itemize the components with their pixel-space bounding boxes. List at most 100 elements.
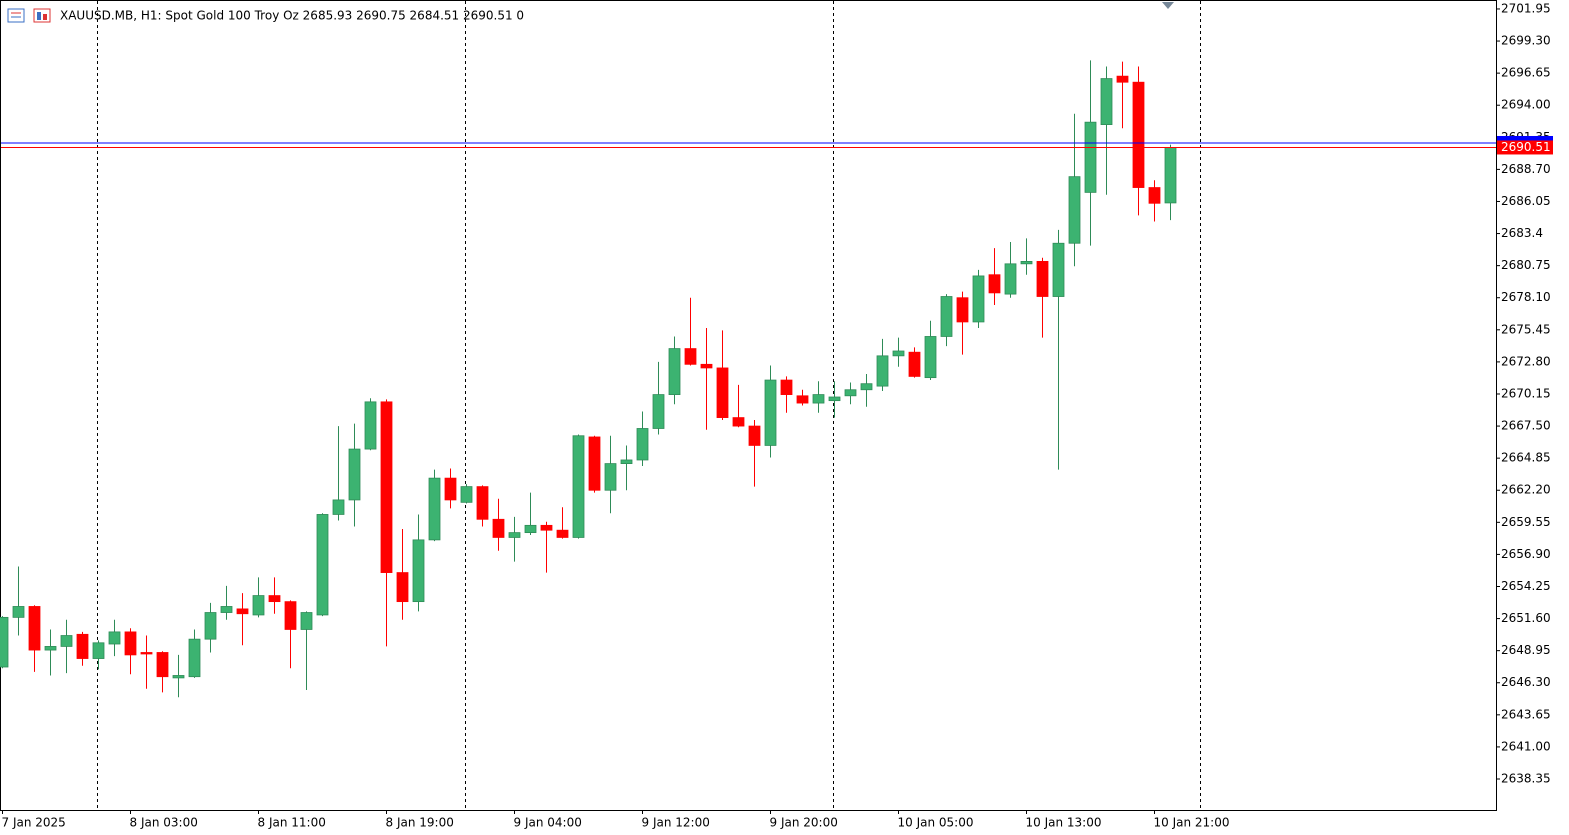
- bid-box: [1497, 140, 1553, 155]
- x-tick-label: 8 Jan 19:00: [386, 816, 454, 830]
- y-tick-label: 2688.70: [1501, 162, 1551, 176]
- candle-body: [444, 477, 457, 501]
- y-tick-label: 2694.00: [1501, 98, 1551, 112]
- candle-body: [284, 601, 297, 630]
- candle-body: [828, 396, 841, 402]
- bid-label: 2690.51: [1501, 140, 1551, 154]
- x-tick-label: 10 Jan 13:00: [1026, 816, 1102, 830]
- candle-body: [796, 395, 809, 404]
- y-tick-label: 2646.30: [1501, 675, 1551, 689]
- y-tick-label: 2651.60: [1501, 611, 1551, 625]
- candle-body: [1132, 81, 1145, 188]
- x-tick-label: 10 Jan 05:00: [898, 816, 974, 830]
- candle-body: [652, 394, 665, 429]
- candle-body: [988, 274, 1001, 294]
- candle-body: [204, 612, 217, 640]
- candle-body: [44, 646, 57, 651]
- candle-body: [1020, 261, 1033, 265]
- candle-body: [12, 606, 25, 618]
- candle-body: [1004, 263, 1017, 295]
- candle-body: [396, 572, 409, 603]
- candle-body: [76, 633, 89, 659]
- candle-body: [1148, 187, 1161, 204]
- candle-body: [556, 529, 569, 538]
- candle-body: [124, 631, 137, 656]
- header-icons: [7, 8, 51, 23]
- candle-body: [732, 417, 745, 427]
- candle-body: [844, 389, 857, 397]
- candle-body: [1084, 121, 1097, 193]
- candle-body: [1052, 242, 1065, 297]
- y-tick-label: 2664.85: [1501, 451, 1551, 465]
- y-tick-label: 2683.4: [1501, 226, 1543, 240]
- candle-body: [940, 296, 953, 337]
- candle-body: [540, 524, 553, 531]
- candle-body: [476, 486, 489, 520]
- candle-body: [780, 379, 793, 395]
- candle-body: [492, 518, 505, 538]
- x-tick-label: 9 Jan 04:00: [514, 816, 582, 830]
- candle-body: [1068, 176, 1081, 244]
- y-tick-label: 2656.90: [1501, 547, 1551, 561]
- y-tick-label: 2662.20: [1501, 483, 1551, 497]
- y-tick-label: 2667.50: [1501, 419, 1551, 433]
- candle-body: [412, 539, 425, 603]
- y-tick-label: 2654.25: [1501, 579, 1551, 593]
- x-tick-label: 8 Jan 03:00: [130, 816, 198, 830]
- candle-body: [364, 401, 377, 450]
- y-tick-label: 2648.95: [1501, 643, 1551, 657]
- candle-body: [588, 436, 601, 491]
- candle-body: [220, 606, 233, 613]
- candle-body: [908, 351, 921, 377]
- candle-body: [508, 532, 521, 538]
- y-tick-label: 2675.45: [1501, 322, 1551, 336]
- x-tick-label: 10 Jan 21:00: [1154, 816, 1230, 830]
- candle-body: [332, 499, 345, 515]
- chart-title: XAUUSD.MB, H1: Spot Gold 100 Troy Oz 268…: [60, 9, 524, 23]
- candle-body: [716, 367, 729, 418]
- candle-body: [156, 652, 169, 678]
- candle-body: [460, 486, 473, 503]
- candle-body: [860, 383, 873, 391]
- x-tick-label: 7 Jan 2025: [2, 816, 66, 830]
- y-tick-label: 2670.15: [1501, 386, 1551, 400]
- candle-body: [956, 297, 969, 323]
- candle-body: [172, 675, 185, 679]
- candle-body: [300, 612, 313, 630]
- candle-body: [748, 425, 761, 446]
- x-tick-label: 8 Jan 11:00: [258, 816, 326, 830]
- candle-body: [28, 606, 41, 651]
- y-tick-label: 2678.10: [1501, 290, 1551, 304]
- y-tick-label: 2672.80: [1501, 354, 1551, 368]
- candle-body: [572, 435, 585, 538]
- candle-body: [1116, 75, 1129, 83]
- icon: [33, 8, 51, 23]
- candle-body: [876, 355, 889, 387]
- candle-body: [892, 350, 905, 357]
- candle-body: [316, 514, 329, 616]
- ask-box: [1497, 135, 1553, 144]
- icon: [37, 12, 41, 20]
- candle-body: [1036, 261, 1049, 297]
- candle-body: [684, 348, 697, 365]
- candle-body: [604, 463, 617, 491]
- candle-body: [140, 652, 153, 655]
- candle-body: [236, 608, 249, 615]
- candle-body: [1100, 78, 1113, 125]
- candle-body: [0, 616, 9, 668]
- candle-body: [252, 595, 265, 616]
- y-tick-label: 2680.75: [1501, 258, 1551, 272]
- icon: [43, 14, 47, 20]
- separators: [97, 1, 1201, 810]
- candle-body: [524, 524, 537, 534]
- candle-body: [700, 363, 713, 369]
- candle-body: [428, 477, 441, 541]
- y-tick-label: 2686.05: [1501, 194, 1551, 208]
- candle-body: [812, 394, 825, 404]
- y-tick-label: 2701.95: [1501, 1, 1551, 15]
- candle-body: [636, 428, 649, 461]
- candle-body: [188, 638, 201, 678]
- candle-body: [348, 448, 361, 501]
- y-tick-label: 2659.55: [1501, 515, 1551, 529]
